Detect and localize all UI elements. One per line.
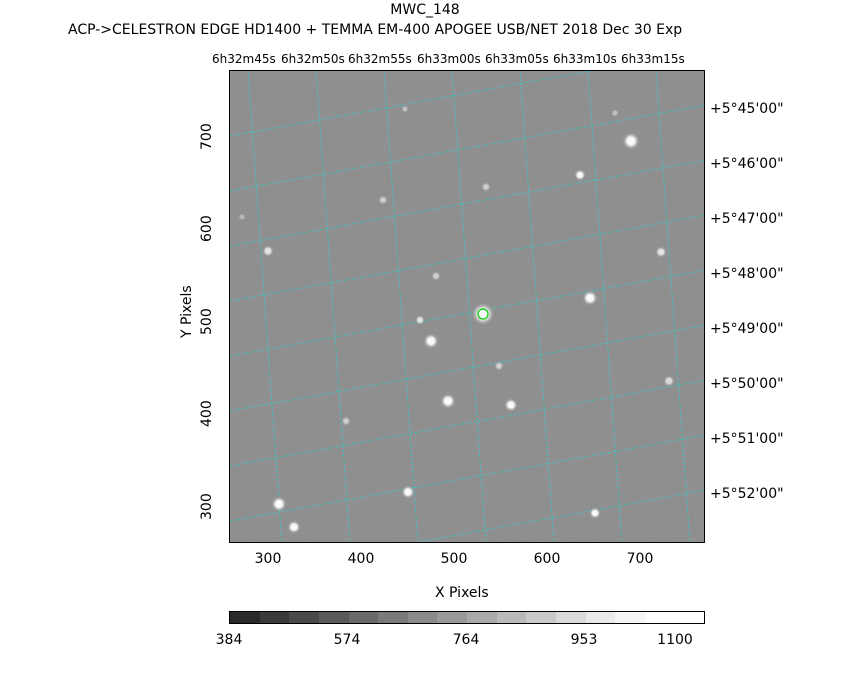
x-tick-label: 500 xyxy=(440,551,468,567)
star xyxy=(663,375,675,387)
target-marker xyxy=(477,308,489,320)
dec-grid-lines xyxy=(230,71,704,542)
dec-label: +5°50'00" xyxy=(710,376,784,392)
ra-label: 6h32m55s xyxy=(348,52,412,66)
dec-label: +5°48'00" xyxy=(710,266,784,282)
x-tick-label: 600 xyxy=(533,551,561,567)
star xyxy=(401,485,415,499)
stars xyxy=(238,105,675,534)
star xyxy=(574,169,586,181)
colorbar-tick: 1100 xyxy=(657,632,693,648)
x-tick-label: 300 xyxy=(254,551,282,567)
star xyxy=(238,213,246,221)
dec-label: +5°52'00" xyxy=(710,486,784,502)
star xyxy=(271,496,287,512)
star xyxy=(341,416,351,426)
star xyxy=(504,398,518,412)
star xyxy=(655,246,667,258)
y-tick-label: 500 xyxy=(199,308,215,335)
star xyxy=(611,109,619,117)
colorbar-tick: 953 xyxy=(570,632,598,648)
ra-label: 6h33m10s xyxy=(553,52,617,66)
star xyxy=(378,195,388,205)
dec-label: +5°47'00" xyxy=(710,211,784,227)
ra-label: 6h33m05s xyxy=(485,52,549,66)
star xyxy=(401,105,409,113)
colorbar-tick: 764 xyxy=(452,632,480,648)
y-tick-label: 700 xyxy=(199,123,215,150)
ra-label: 6h33m15s xyxy=(621,52,685,66)
sky-noise xyxy=(230,71,704,542)
dec-label: +5°51'00" xyxy=(710,431,784,447)
image-subtitle: ACP->CELESTRON EDGE HD1400 + TEMMA EM-40… xyxy=(68,22,683,38)
colorbar-tick: 574 xyxy=(333,632,361,648)
colorbar xyxy=(229,611,705,624)
star xyxy=(494,361,504,371)
star-field-image[interactable] xyxy=(229,70,705,543)
star xyxy=(415,315,425,325)
star xyxy=(582,290,598,306)
x-tick-label: 700 xyxy=(626,551,654,567)
target-star xyxy=(471,302,495,326)
star xyxy=(440,393,456,409)
star xyxy=(431,271,441,281)
y-tick-label: 600 xyxy=(199,215,215,242)
star-field-svg xyxy=(230,71,704,542)
ra-label: 6h32m50s xyxy=(281,52,345,66)
y-tick-label: 300 xyxy=(199,493,215,520)
star xyxy=(622,132,640,150)
star xyxy=(287,520,301,534)
star xyxy=(589,507,601,519)
image-title: MWC_148 xyxy=(390,2,460,18)
star xyxy=(481,182,491,192)
x-tick-label: 400 xyxy=(347,551,375,567)
ra-label: 6h33m00s xyxy=(417,52,481,66)
dec-label: +5°45'00" xyxy=(710,101,784,117)
x-axis-label: X Pixels xyxy=(435,585,489,601)
ra-label: 6h32m45s xyxy=(212,52,276,66)
star xyxy=(423,333,439,349)
ra-grid-lines xyxy=(247,71,691,542)
y-axis-label: Y Pixels xyxy=(179,285,195,338)
star xyxy=(262,245,274,257)
dec-label: +5°49'00" xyxy=(710,321,784,337)
colorbar-tick: 384 xyxy=(215,632,243,648)
dec-label: +5°46'00" xyxy=(710,156,784,172)
y-tick-label: 400 xyxy=(199,400,215,427)
